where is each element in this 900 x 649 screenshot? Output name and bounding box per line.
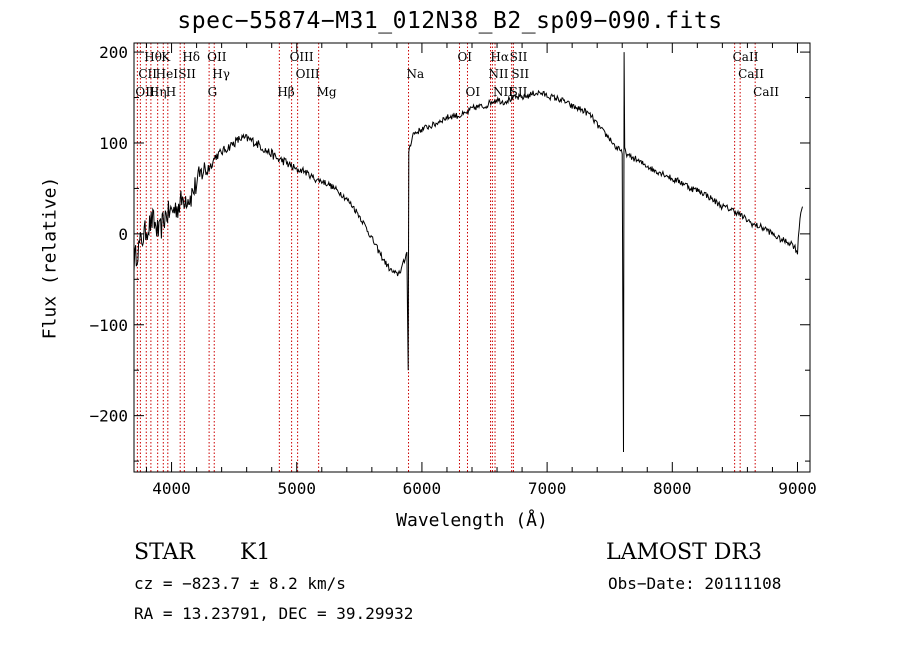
line-id-label: Hδ (182, 50, 200, 64)
line-id-label: Mg (317, 85, 337, 99)
line-id-label: SII (511, 67, 529, 81)
y-tick-label: 0 (118, 225, 128, 244)
line-id-label: OII (135, 85, 155, 99)
x-tick-label: 8000 (653, 479, 692, 498)
survey-name: LAMOST DR3 (606, 540, 762, 565)
line-id-label: OIII (296, 67, 320, 81)
line-id-label: G (208, 85, 218, 99)
line-id-label: Hβ (277, 85, 294, 99)
x-axis-label: Wavelength (Å) (396, 510, 548, 531)
line-id-label: HeI (156, 67, 179, 81)
line-id-label: NII (493, 85, 513, 99)
line-id-label: SII (178, 67, 196, 81)
line-id-label: K (161, 50, 171, 64)
line-id-label: Hγ (212, 67, 230, 81)
y-axis-label: Flux (relative) (39, 176, 61, 340)
x-tick-label: 7000 (528, 479, 567, 498)
line-id-label: Hη (149, 85, 167, 99)
line-id-label: SII (510, 85, 528, 99)
line-id-label: OI (465, 85, 480, 99)
line-id-label: Na (407, 67, 425, 81)
line-id-label: NII (489, 67, 509, 81)
line-id-label: H (166, 85, 176, 99)
x-tick-label: 9000 (778, 479, 817, 498)
chart-title: spec−55874−M31_012N38_B2_sp09−090.fits (177, 8, 723, 34)
x-tick-label: 6000 (403, 479, 442, 498)
y-tick-label: 200 (99, 43, 128, 62)
line-id-label: OIII (290, 50, 314, 64)
coordinates: RA = 13.23791, DEC = 39.29932 (134, 604, 414, 623)
line-id-label: CaII (733, 50, 759, 64)
line-id-label: OI (457, 50, 472, 64)
object-subclass: K1 (240, 540, 271, 565)
x-tick-label: 4000 (152, 479, 191, 498)
flux-series-line (134, 52, 803, 453)
line-id-label: OII (207, 50, 227, 64)
x-tick-label: 5000 (277, 479, 316, 498)
line-id-label: CaII (753, 85, 779, 99)
line-id-label: CaII (738, 67, 764, 81)
line-id-label: CII (138, 67, 157, 81)
y-tick-label: 100 (99, 134, 128, 153)
y-tick-label: −200 (89, 407, 128, 426)
obs-date: Obs−Date: 20111108 (608, 574, 782, 593)
line-id-label: Hθ (144, 50, 162, 64)
redshift-cz: cz = −823.7 ± 8.2 km/s (134, 574, 346, 593)
line-id-label: Hα (490, 50, 509, 64)
y-tick-label: −100 (89, 316, 128, 335)
object-class: STAR (134, 540, 195, 565)
line-id-label: SII (510, 50, 528, 64)
